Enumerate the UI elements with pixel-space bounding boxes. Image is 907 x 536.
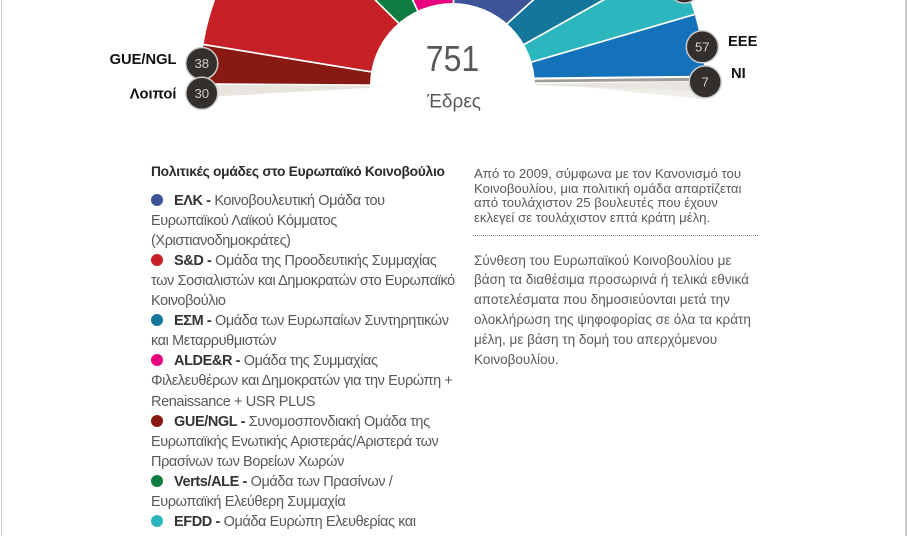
svg-text:751: 751 [426, 39, 479, 79]
svg-text:Λοιποί: Λοιποί [130, 87, 177, 103]
svg-text:38: 38 [194, 56, 209, 71]
svg-text:EEE: EEE [728, 34, 758, 50]
svg-text:57: 57 [695, 39, 710, 54]
svg-text:7: 7 [702, 74, 709, 89]
svg-text:NI: NI [731, 66, 746, 82]
svg-text:Έδρες: Έδρες [426, 92, 481, 113]
svg-text:30: 30 [194, 86, 209, 101]
svg-text:GUE/NGL: GUE/NGL [110, 52, 177, 68]
